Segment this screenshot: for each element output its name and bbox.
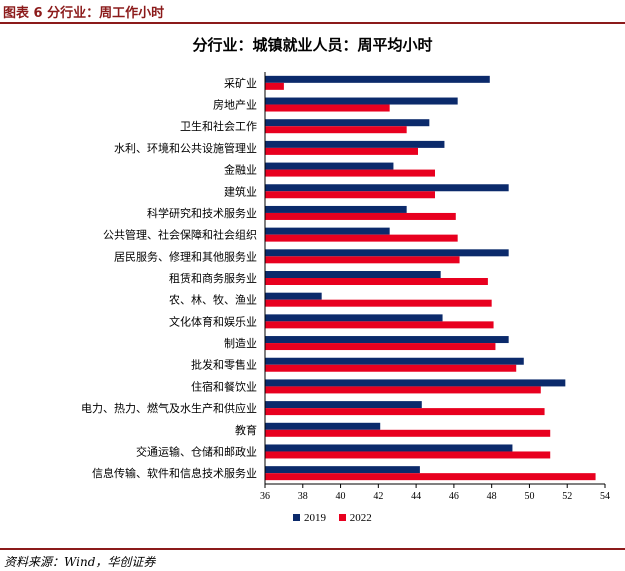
legend-swatch-2022: [338, 513, 346, 521]
bar-2019-5: [265, 184, 509, 192]
x-tick-label-4: 44: [411, 491, 421, 502]
bar-2022-0: [265, 82, 284, 90]
bar-2019-3: [265, 140, 445, 148]
bar-2019-7: [265, 227, 390, 235]
bar-2022-1: [265, 104, 390, 112]
bar-2019-11: [265, 314, 443, 322]
bar-2019-1: [265, 97, 458, 105]
bar-2022-10: [265, 299, 492, 307]
bar-2019-17: [265, 444, 513, 452]
legend-item-2022: 2022: [338, 512, 372, 524]
legend-label-2022: 2022: [349, 512, 372, 524]
category-label-13: 批发和零售业: [191, 358, 257, 372]
category-label-11: 文化体育和娱乐业: [169, 314, 257, 328]
bar-2019-18: [265, 466, 420, 474]
x-tick-label-7: 50: [524, 491, 534, 502]
category-label-3: 水利、环境和公共设施管理业: [114, 141, 257, 155]
bar-2022-4: [265, 169, 435, 177]
legend-swatch-2019: [293, 513, 300, 521]
x-tick-label-3: 42: [373, 491, 383, 502]
figure-header: 图表 6 分行业：周工作小时: [0, 0, 625, 24]
legend-label-2019: 2019: [304, 512, 326, 524]
category-label-8: 居民服务、修理和其他服务业: [114, 249, 257, 263]
bar-2022-17: [265, 451, 551, 459]
category-label-2: 卫生和社会工作: [180, 119, 257, 133]
bar-2019-15: [265, 401, 422, 409]
category-label-17: 交通运输、仓储和邮政业: [136, 444, 257, 458]
legend: 2019 2022: [293, 512, 382, 524]
x-tick-label-6: 48: [487, 491, 497, 502]
source-note: 资料来源：Wind，华创证券: [4, 555, 156, 569]
bar-2022-18: [265, 473, 596, 481]
bar-2019-2: [265, 119, 430, 127]
bar-2022-9: [265, 278, 488, 285]
category-label-16: 教育: [235, 423, 257, 437]
bar-2019-13: [265, 357, 524, 365]
bar-2022-5: [265, 191, 435, 199]
bar-2019-9: [265, 271, 441, 278]
bar-2019-8: [265, 249, 509, 257]
x-tick-label-1: 38: [298, 491, 308, 502]
category-label-7: 公共管理、社会保障和社会组织: [103, 228, 257, 242]
bar-2022-6: [265, 212, 456, 220]
bar-2019-12: [265, 336, 509, 344]
bar-2022-16: [265, 429, 551, 437]
category-label-12: 制造业: [224, 336, 257, 350]
bar-2022-8: [265, 256, 460, 264]
bar-2019-6: [265, 205, 407, 213]
category-label-6: 科学研究和技术服务业: [147, 206, 257, 220]
category-label-15: 电力、热力、燃气及水生产和供应业: [81, 401, 257, 415]
bar-2022-14: [265, 386, 541, 394]
category-label-14: 住宿和餐饮业: [191, 379, 257, 393]
category-label-5: 建筑业: [224, 184, 257, 198]
x-tick-label-0: 36: [260, 491, 270, 502]
bar-2022-15: [265, 408, 545, 416]
bar-2019-10: [265, 292, 322, 300]
figure-label: 图表 6 分行业：周工作小时: [3, 6, 165, 21]
bar-2019-16: [265, 422, 381, 430]
chart-title: 分行业：城镇就业人员：周平均小时: [192, 36, 433, 54]
bar-2022-12: [265, 343, 496, 351]
category-label-0: 采矿业: [224, 77, 257, 90]
source-rule: [0, 548, 625, 550]
x-tick-label-9: 54: [600, 491, 610, 502]
x-tick-label-2: 40: [336, 491, 346, 502]
bar-2022-7: [265, 234, 458, 242]
bar-2019-0: [265, 75, 490, 83]
bar-2022-11: [265, 321, 494, 329]
x-tick-label-8: 52: [562, 491, 572, 502]
x-tick-label-5: 46: [449, 491, 459, 502]
legend-item-2019: 2019: [293, 512, 326, 524]
category-label-10: 农、林、牧、渔业: [169, 293, 257, 307]
category-label-4: 金融业: [224, 163, 257, 177]
bar-2019-14: [265, 379, 566, 387]
category-label-1: 房地产业: [213, 98, 257, 112]
bar-2019-4: [265, 162, 394, 170]
category-label-9: 租赁和商务服务业: [169, 271, 257, 285]
bar-2022-13: [265, 364, 517, 372]
bar-2022-3: [265, 147, 418, 155]
bar-2022-2: [265, 126, 407, 134]
category-label-18: 信息传输、软件和信息技术服务业: [92, 466, 257, 480]
